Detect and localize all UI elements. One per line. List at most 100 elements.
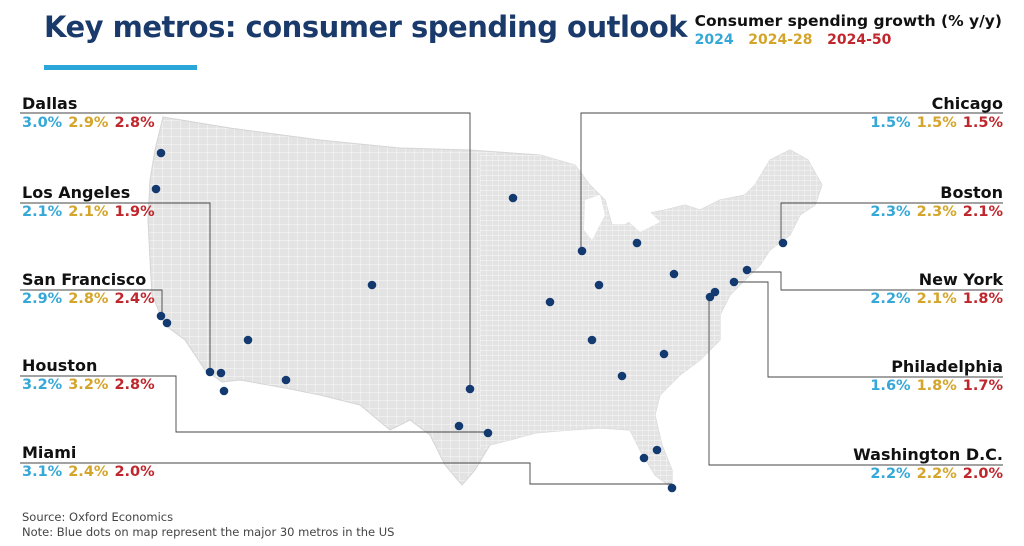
metro-name: Miami [22,443,77,462]
metro-values: 2.3% 2.3% 2.1% [864,204,1003,220]
legend-key-2024-50: 2024-50 [827,32,892,48]
value-2024: 1.5% [870,115,911,131]
metro-name: San Francisco [22,270,147,289]
value-2024-50: 1.8% [962,291,1003,307]
value-2024-50: 2.1% [962,204,1003,220]
value-2024: 2.1% [22,204,63,220]
metro-dot [162,318,172,328]
value-2024: 3.2% [22,377,63,393]
metro-dot [216,368,226,378]
metro-values: 2.2% 2.1% 1.8% [864,291,1003,307]
metro-san-francisco: San Francisco 2.9% 2.8% 2.4% [22,270,161,307]
metro-los-angeles: Los Angeles 2.1% 2.1% 1.9% [22,183,161,220]
metro-dot [587,335,597,345]
value-2024-50: 2.0% [114,464,155,480]
metro-dot [659,349,669,359]
eastern-region-fine-counties [480,150,822,488]
value-2024-50: 2.0% [962,466,1003,482]
legend-keys: 2024 2024-28 2024-50 [695,32,1002,48]
metro-values: 2.2% 2.2% 2.0% [853,466,1003,482]
title-underline [44,65,197,70]
metro-name: Philadelphia [891,357,1003,376]
value-2024-50: 1.9% [114,204,155,220]
metro-dot [156,311,166,321]
metro-values: 3.1% 2.4% 2.0% [22,464,161,480]
metro-name: Houston [22,356,98,375]
metro-values: 2.9% 2.8% 2.4% [22,291,161,307]
value-2024-28: 2.3% [916,204,957,220]
metro-dot [652,445,662,455]
metro-washington-dc: Washington D.C. 2.2% 2.2% 2.0% [853,445,1003,482]
metro-dot [508,193,518,203]
legend-key-2024-28: 2024-28 [748,32,813,48]
metro-dot [483,428,493,438]
value-2024-28: 3.2% [68,377,109,393]
metro-dot [243,335,253,345]
value-2024-50: 2.8% [114,115,155,131]
leader-houston [20,375,488,433]
value-2024: 3.1% [22,464,63,480]
metro-name: Boston [940,183,1003,202]
metro-dot [705,292,715,302]
metro-dot [669,269,679,279]
value-2024: 2.3% [870,204,911,220]
leader-chicago [580,112,1003,251]
source-notes: Source: Oxford Economics Note: Blue dots… [22,510,394,540]
value-2024-28: 2.9% [68,115,109,131]
metro-name: New York [918,270,1003,289]
metro-values: 1.5% 1.5% 1.5% [864,115,1003,131]
value-2024: 1.6% [870,378,911,394]
metro-dot [577,246,587,256]
metro-dot [465,384,475,394]
value-2024-50: 1.5% [962,115,1003,131]
legend: Consumer spending growth (% y/y) 2024 20… [695,12,1002,48]
leader-philadelphia [734,281,1003,378]
metro-dots [151,148,788,493]
value-2024-28: 2.2% [916,466,957,482]
metro-dot [454,421,464,431]
metro-houston: Houston 3.2% 3.2% 2.8% [22,356,161,393]
legend-title: Consumer spending growth (% y/y) [694,12,1002,30]
value-2024-28: 2.4% [68,464,109,480]
value-2024-28: 1.5% [916,115,957,131]
metro-dot [778,238,788,248]
metro-dallas: Dallas 3.0% 2.9% 2.8% [22,94,161,131]
leader-new-york [748,271,1003,291]
leader-lines [20,112,1003,485]
leader-los-angeles [20,202,211,372]
metro-dot [617,371,627,381]
metro-name: Dallas [22,94,78,113]
metro-dot [729,277,739,287]
metro-values: 3.0% 2.9% 2.8% [22,115,161,131]
leader-dallas [20,112,471,389]
value-2024: 2.2% [870,466,911,482]
metro-philadelphia: Philadelphia 1.6% 1.8% 1.7% [864,357,1003,394]
value-2024-50: 2.8% [114,377,155,393]
legend-key-2024: 2024 [694,32,734,48]
metro-dot [367,280,377,290]
metro-name: Los Angeles [22,183,131,202]
value-2024: 2.9% [22,291,63,307]
leader-boston [780,202,1003,243]
metro-miami: Miami 3.1% 2.4% 2.0% [22,443,161,480]
metro-dot [151,184,161,194]
metro-dot [639,453,649,463]
metro-dot [594,280,604,290]
leader-san-francisco [20,289,163,316]
metro-dot [205,367,215,377]
metro-boston: Boston 2.3% 2.3% 2.1% [864,183,1003,220]
metro-name: Chicago [931,94,1003,113]
value-2024-28: 2.8% [68,291,109,307]
metro-dot [667,483,677,493]
metro-values: 1.6% 1.8% 1.7% [864,378,1003,394]
page-title: Key metros: consumer spending outlook [44,10,688,44]
metro-dot [545,297,555,307]
great-lakes [584,195,660,240]
metro-name: Washington D.C. [853,445,1003,464]
note-text: Note: Blue dots on map represent the maj… [22,525,395,539]
source-text: Source: Oxford Economics [22,510,174,524]
metro-values: 3.2% 3.2% 2.8% [22,377,161,393]
value-2024: 2.2% [870,291,911,307]
metro-chicago: Chicago 1.5% 1.5% 1.5% [864,94,1003,131]
